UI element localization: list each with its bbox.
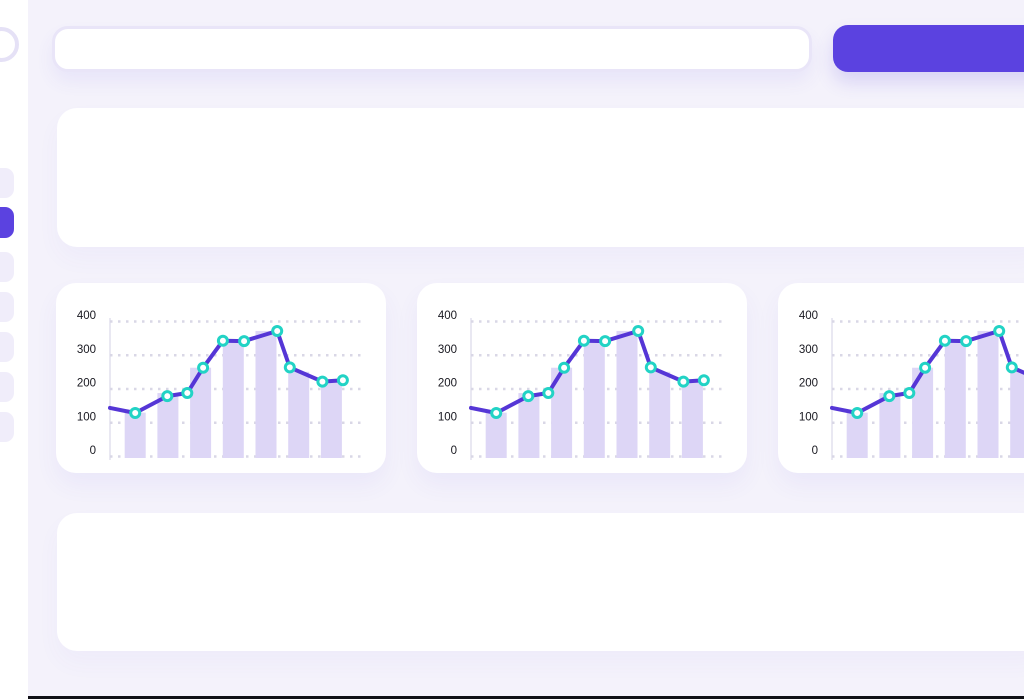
y-tick-label: 400 xyxy=(438,310,457,322)
combo-chart-1: 400 300 200 100 0 xyxy=(77,310,364,460)
bar xyxy=(846,412,868,458)
bar xyxy=(912,367,934,458)
sidebar-item-5[interactable] xyxy=(0,332,14,362)
y-tick-label: 0 xyxy=(451,445,457,457)
data-point-dot xyxy=(851,407,864,419)
data-point-dot xyxy=(938,334,951,347)
bar xyxy=(222,340,244,458)
bar xyxy=(649,371,671,458)
chart-card-2: 400 300 200 100 0 xyxy=(417,283,747,473)
data-point-dot xyxy=(129,407,142,419)
data-point-dot xyxy=(336,374,349,387)
sidebar-item-3[interactable] xyxy=(0,252,14,282)
data-point-dot xyxy=(161,390,174,403)
data-point-dot xyxy=(558,361,571,374)
y-tick-label: 0 xyxy=(812,445,818,457)
data-point-dot xyxy=(522,390,535,403)
logo-ring-icon xyxy=(0,27,19,62)
sidebar-item-4[interactable] xyxy=(0,292,14,322)
data-point-dot xyxy=(632,325,645,337)
sidebar-item-2-active[interactable] xyxy=(0,207,14,238)
data-point-dot xyxy=(960,335,973,348)
data-point-dot xyxy=(644,361,657,374)
search-input[interactable] xyxy=(52,26,812,72)
primary-button[interactable] xyxy=(833,25,1024,72)
data-point-dot xyxy=(577,334,590,347)
y-tick-label: 200 xyxy=(438,378,457,390)
y-tick-label: 0 xyxy=(90,445,96,457)
combo-chart-2: 400 300 200 100 0 xyxy=(438,310,725,460)
bar xyxy=(255,330,277,458)
bar xyxy=(944,340,966,458)
bar xyxy=(977,330,999,458)
data-point-dot xyxy=(216,334,229,347)
y-tick-label: 400 xyxy=(77,310,96,322)
y-tick-label: 200 xyxy=(799,378,818,390)
bar xyxy=(288,371,310,458)
chart-cards-row: 400 300 200 100 0 400 300 200 100 0 400 300 200 100… xyxy=(56,283,1024,473)
bar xyxy=(551,367,573,458)
bar xyxy=(485,412,507,458)
y-tick-label: 300 xyxy=(438,344,457,356)
data-point-dot xyxy=(599,335,612,348)
y-tick-label: 300 xyxy=(77,344,96,356)
bar xyxy=(157,393,179,458)
data-point-dot xyxy=(677,375,690,388)
bar xyxy=(124,412,146,458)
bar xyxy=(1010,371,1024,458)
bottom-edge-highlight xyxy=(28,698,1024,700)
bar xyxy=(320,380,342,458)
data-point-dot xyxy=(883,390,896,403)
data-point-dot xyxy=(238,335,251,348)
data-point-dot xyxy=(919,361,932,374)
chart-card-1: 400 300 200 100 0 xyxy=(56,283,386,473)
data-point-dot xyxy=(903,387,916,399)
sidebar-item-7[interactable] xyxy=(0,412,14,442)
bar xyxy=(681,380,703,458)
bar xyxy=(616,330,638,458)
bar xyxy=(879,393,901,458)
y-tick-label: 100 xyxy=(438,411,457,423)
bottom-edge-line xyxy=(28,696,1024,699)
data-point-dot xyxy=(993,325,1006,337)
sidebar-item-6[interactable] xyxy=(0,372,14,402)
bar xyxy=(583,340,605,458)
y-tick-label: 400 xyxy=(799,310,818,322)
combo-chart-3: 400 300 200 100 0 xyxy=(799,310,1024,460)
content-panel-top xyxy=(57,108,1024,247)
data-point-dot xyxy=(283,361,296,374)
data-point-dot xyxy=(1005,361,1018,374)
chart-card-3: 400 300 200 100 0 xyxy=(778,283,1024,473)
data-point-dot xyxy=(542,387,555,399)
data-point-dot xyxy=(197,361,210,374)
data-point-dot xyxy=(316,375,329,388)
content-panel-bottom xyxy=(57,513,1024,651)
bar xyxy=(518,393,540,458)
y-tick-label: 100 xyxy=(799,411,818,423)
sidebar xyxy=(0,0,28,700)
data-point-dot xyxy=(697,374,710,387)
sidebar-item-1[interactable] xyxy=(0,168,14,198)
y-tick-label: 200 xyxy=(77,378,96,390)
data-point-dot xyxy=(181,387,194,399)
y-tick-label: 100 xyxy=(77,411,96,423)
data-point-dot xyxy=(271,325,284,337)
bar xyxy=(190,367,212,458)
y-tick-label: 300 xyxy=(799,344,818,356)
data-point-dot xyxy=(490,407,503,419)
